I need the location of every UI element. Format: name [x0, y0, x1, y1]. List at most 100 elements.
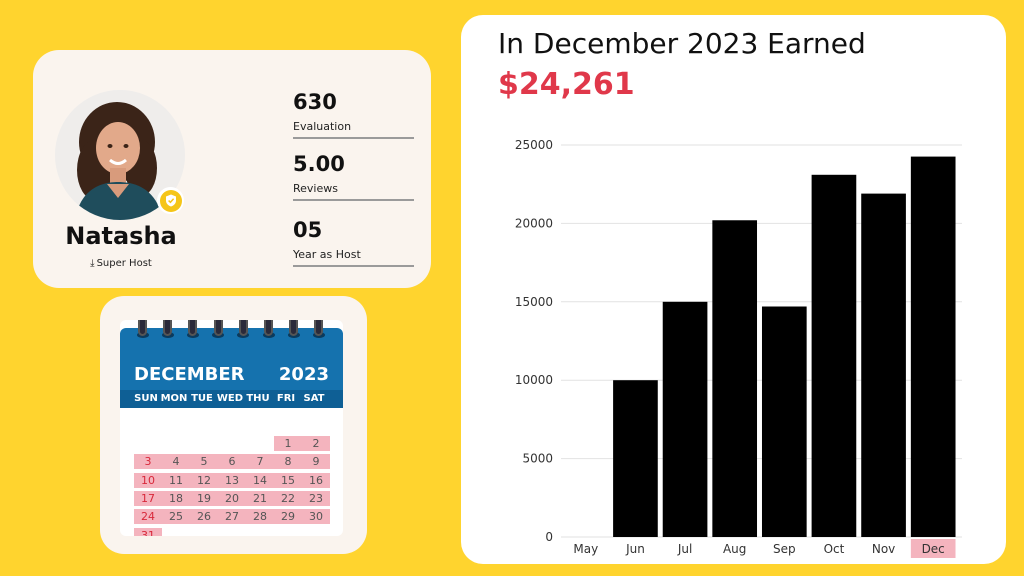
calendar-day: 15: [281, 473, 295, 487]
stat-label: Evaluation: [293, 120, 352, 133]
calendar-day: 30: [309, 510, 323, 524]
calendar-day: 18: [169, 491, 183, 505]
host-badge: ⤓ Super Host: [59, 258, 183, 269]
calendar-day: 3: [144, 455, 152, 469]
weekday-label: SUN: [134, 393, 158, 404]
x-tick-label: Dec: [922, 542, 945, 556]
chart-title: In December 2023 Earned: [498, 27, 866, 60]
week-highlight: [134, 472, 330, 488]
stat-divider: [293, 199, 414, 201]
calendar-day: 12: [197, 473, 211, 487]
host-photo: [55, 90, 185, 220]
bar: [613, 380, 658, 537]
calendar-day: 10: [141, 473, 155, 487]
week-highlight: [134, 509, 330, 525]
bar: [662, 301, 708, 537]
calendar-day: 29: [281, 510, 295, 524]
stat-value: 630: [293, 90, 337, 114]
calendar-day: 11: [169, 473, 183, 487]
y-tick-label: 15000: [515, 295, 553, 309]
x-tick-label: Sep: [773, 542, 796, 556]
x-tick-label: Jul: [677, 542, 692, 556]
binder-ring: [138, 320, 147, 336]
week-highlight: [134, 454, 330, 470]
calendar-day: 8: [284, 455, 292, 469]
stat-years-as-host: 05 Year as Host: [293, 218, 414, 267]
binder-ring: [314, 320, 324, 336]
calendar-day: 25: [169, 510, 183, 524]
calendar-day: 31: [141, 528, 155, 537]
week-highlight: [274, 436, 330, 451]
bar: [811, 174, 857, 538]
weekday-label: THU: [246, 393, 270, 404]
avatar: [55, 90, 185, 220]
bar: [861, 193, 906, 537]
earnings-bar-chart: 0 5000 10000 15000 20000 25000 May Jun Jul Aug Sep…: [515, 138, 962, 558]
weekday-label: FRI: [276, 393, 296, 404]
x-label-highlight: [910, 539, 956, 558]
calendar-day: 6: [228, 455, 236, 469]
y-tick-label: 10000: [515, 373, 553, 387]
x-tick-label: Jun: [625, 542, 645, 556]
host-badge-label: Super Host: [96, 258, 152, 269]
stat-label: Reviews: [293, 182, 338, 195]
y-tick-label: 25000: [515, 138, 553, 152]
earned-amount: $24,261: [498, 67, 635, 102]
weekday-label: SAT: [303, 393, 325, 404]
calendar-day: 5: [200, 455, 208, 469]
calendar-day: 22: [281, 491, 295, 505]
weekday-label: MON: [160, 393, 188, 404]
y-tick-label: 0: [545, 530, 553, 544]
calendar-day: 1: [284, 437, 292, 450]
calendar-day: 13: [225, 473, 239, 487]
stat-divider: [293, 265, 414, 267]
y-tick-label: 5000: [522, 452, 553, 466]
binder-ring: [289, 320, 299, 336]
calendar-day: 4: [172, 455, 180, 469]
calendar-day: 23: [309, 491, 323, 505]
y-tick-label: 20000: [515, 216, 553, 230]
calendar-day: 21: [253, 491, 267, 505]
verified-badge: [157, 187, 184, 214]
host-name: Natasha: [65, 222, 177, 250]
calendar-day: 16: [309, 473, 323, 487]
stat-divider: [293, 137, 414, 139]
calendar-weekdays: SUN MON TUE WED THU FRI SAT: [120, 390, 343, 408]
bar: [712, 220, 758, 538]
week-highlight: [134, 490, 330, 506]
week-highlight: [134, 527, 162, 536]
bar: [761, 306, 807, 537]
calendar-day: 24: [141, 510, 155, 524]
bar: [910, 156, 956, 537]
stat-reviews: 5.00 Reviews: [293, 152, 414, 201]
stat-label: Year as Host: [293, 248, 361, 261]
stat-value: 5.00: [293, 152, 345, 176]
shield-check-icon: [165, 194, 176, 207]
calendar-day: 28: [253, 510, 267, 524]
profile-card: Natasha ⤓ Super Host 630 Evaluation 5.00 …: [33, 50, 431, 288]
calendar-header: DECEMBER 2023: [120, 328, 343, 390]
x-tick-label: Oct: [824, 542, 845, 556]
calendar-day: 7: [256, 455, 264, 469]
calendar-day: 14: [253, 473, 267, 487]
calendar-day: 27: [225, 510, 239, 524]
calendar-rings: [120, 320, 343, 342]
stat-evaluation: 630 Evaluation: [293, 90, 414, 139]
binder-ring: [163, 320, 173, 336]
calendar-day: 17: [141, 491, 155, 505]
x-tick-label: May: [573, 542, 598, 556]
calendar-day: 2: [312, 437, 320, 450]
binder-ring: [213, 320, 223, 336]
calendar-day: 20: [225, 491, 239, 505]
weekday-label: WED: [216, 393, 244, 404]
x-tick-label: Aug: [723, 542, 746, 556]
binder-ring: [264, 320, 273, 336]
calendar-month: DECEMBER: [134, 364, 245, 385]
binder-ring: [188, 320, 198, 336]
x-tick-label: Nov: [872, 542, 895, 556]
binder-ring: [238, 320, 248, 336]
calendar-day: 19: [197, 491, 211, 505]
calendar-day: 26: [197, 510, 211, 524]
